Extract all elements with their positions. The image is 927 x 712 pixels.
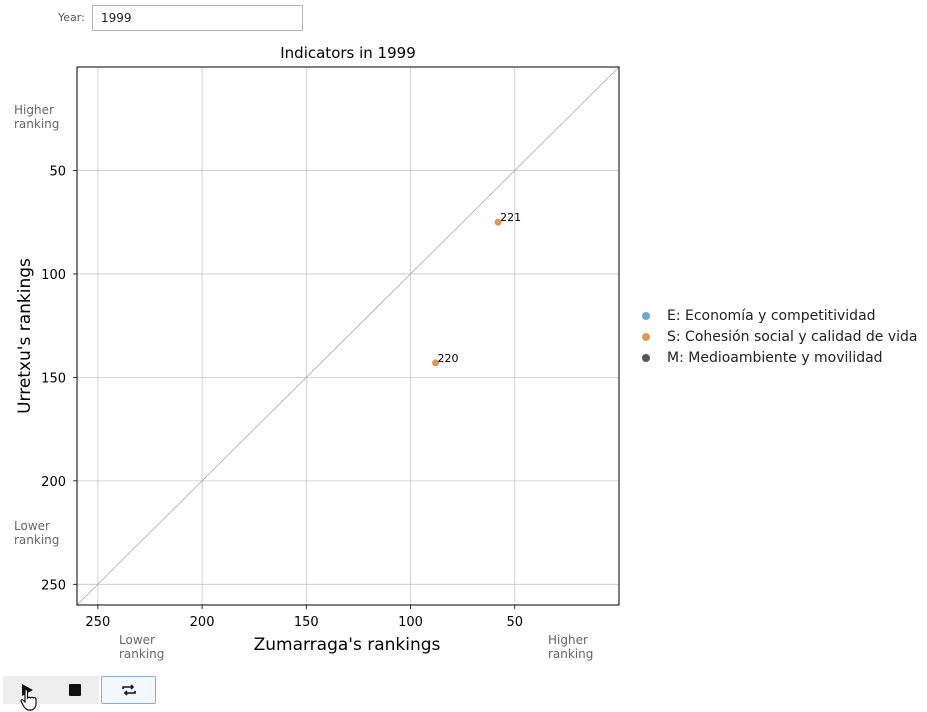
y-tick-label: 150 [41, 371, 66, 386]
legend-item: E: Economía y competitividad [641, 305, 918, 326]
loop-button[interactable] [101, 676, 156, 704]
x-tick-label: 50 [506, 615, 523, 630]
y-tick-label: 50 [49, 164, 66, 179]
data-point [494, 218, 502, 226]
data-point [432, 359, 440, 367]
x-axis-label: Zumarraga's rankings [254, 635, 441, 655]
x-tick-label: 200 [190, 615, 215, 630]
point-label: 220 [438, 352, 459, 365]
legend-item: M: Medioambiente y movilidad [641, 347, 918, 368]
plot-frame [76, 66, 620, 606]
legend-marker [642, 353, 650, 362]
y-axis-label: Urretxu's rankings [15, 258, 35, 414]
x-higher-ranking-note: ranking [548, 647, 593, 661]
x-tick-label: 250 [85, 615, 110, 630]
legend-marker [642, 332, 650, 341]
legend: E: Economía y competitividad S: Cohesión … [641, 305, 918, 368]
legend-marker [642, 311, 650, 320]
legend-label: S: Cohesión social y calidad de vida [667, 328, 918, 345]
stop-button[interactable] [51, 676, 99, 704]
loop-icon [121, 684, 136, 696]
y-lower-ranking-note: Lower [14, 519, 50, 533]
y-higher-ranking-note: ranking [14, 117, 59, 131]
y-higher-ranking-note: Higher [14, 103, 54, 117]
legend-label: M: Medioambiente y movilidad [667, 349, 883, 366]
x-higher-ranking-note: Higher [548, 633, 588, 647]
year-label: Year: [58, 11, 85, 24]
diagonal-line [76, 66, 620, 606]
hand-cursor-icon [20, 689, 37, 711]
chart-title: Indicators in 1999 [280, 44, 415, 62]
y-tick-label: 100 [41, 268, 66, 283]
legend-item: S: Cohesión social y calidad de vida [641, 326, 918, 347]
x-lower-ranking-note: Lower [119, 633, 155, 647]
y-tick-label: 200 [41, 475, 66, 490]
x-lower-ranking-note: ranking [119, 647, 164, 661]
x-tick-label: 100 [398, 615, 423, 630]
y-lower-ranking-note: ranking [14, 533, 59, 547]
x-tick-label: 150 [294, 615, 319, 630]
legend-label: E: Economía y competitividad [667, 307, 876, 324]
stop-icon [69, 684, 81, 696]
point-label: 221 [500, 211, 521, 224]
y-tick-label: 250 [41, 578, 66, 593]
year-input[interactable] [92, 5, 303, 31]
